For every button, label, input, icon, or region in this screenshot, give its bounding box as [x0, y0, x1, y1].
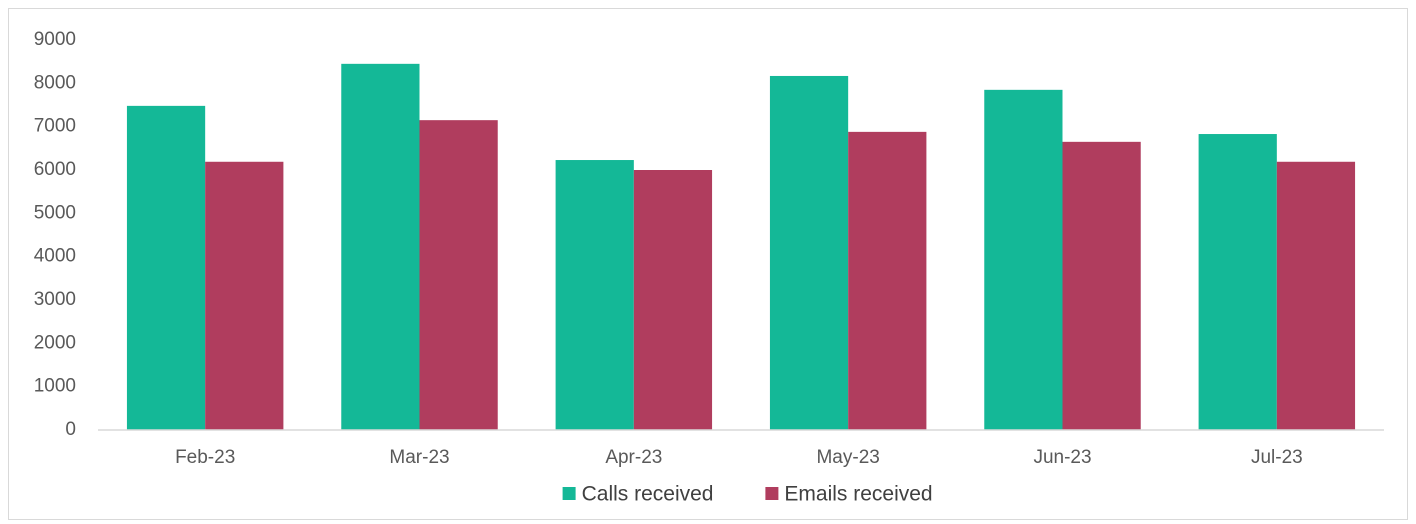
bar [205, 161, 284, 430]
y-tick-label: 2000 [34, 332, 76, 353]
y-tick-label: 8000 [34, 72, 76, 93]
bar [1198, 134, 1277, 431]
x-tick-label: Feb-23 [175, 447, 235, 468]
bar [419, 120, 498, 431]
y-tick-label: 1000 [34, 376, 76, 397]
x-tick-label: Mar-23 [389, 447, 449, 468]
bar [1062, 141, 1141, 431]
bar [555, 160, 634, 431]
legend-label: Emails received [784, 483, 932, 506]
x-tick-label: May-23 [816, 447, 879, 468]
legend: Calls received Emails received [562, 483, 933, 506]
bar [126, 105, 206, 430]
bar [1276, 161, 1356, 430]
y-tick-label: 9000 [34, 29, 76, 50]
bar [769, 75, 849, 430]
y-tick-label: 4000 [34, 246, 76, 267]
x-tick-label: Jul-23 [1251, 447, 1303, 468]
legend-label: Calls received [582, 483, 714, 506]
legend-swatch [765, 487, 779, 500]
x-tick-label: Jun-23 [1033, 447, 1091, 468]
bar [848, 131, 927, 430]
legend-swatch [562, 487, 576, 500]
x-tick-label: Apr-23 [605, 447, 662, 468]
y-tick-label: 6000 [34, 159, 76, 180]
bar [984, 89, 1063, 430]
y-tick-label: 7000 [34, 116, 76, 137]
bar [633, 170, 713, 430]
bar [341, 63, 420, 430]
y-tick-label: 0 [65, 419, 76, 440]
y-tick-label: 5000 [34, 202, 76, 223]
y-tick-label: 3000 [34, 289, 76, 310]
